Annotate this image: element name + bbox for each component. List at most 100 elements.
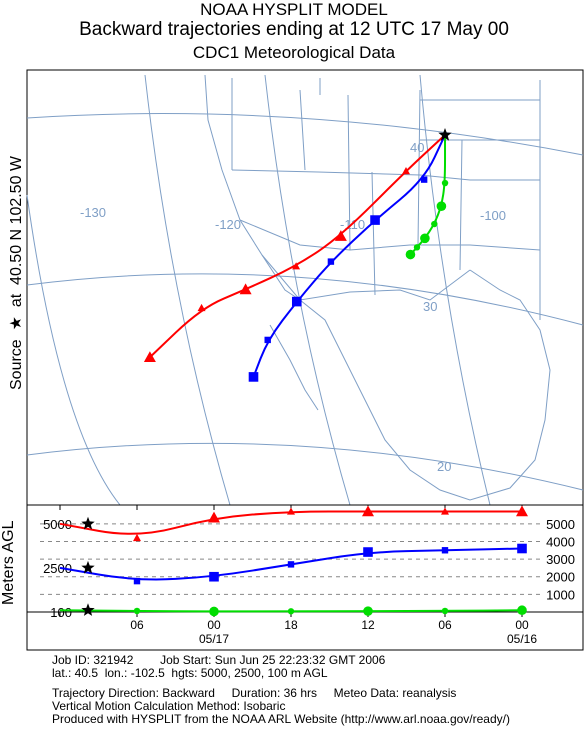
lon-label-120: -120 — [215, 217, 241, 232]
x-tick-label-4: 06 — [438, 618, 452, 632]
parallel-40 — [26, 113, 584, 156]
footer-meteo: Meteo Data: reanalysis — [333, 686, 457, 700]
state-borders-north — [231, 78, 540, 170]
x-tick-label-5: 00 — [515, 618, 529, 632]
profile-line-green — [59, 609, 523, 613]
profile-line-red — [59, 510, 522, 535]
star-icon: ★ — [8, 316, 25, 331]
state-border-h2 — [239, 219, 541, 251]
map-marker-green-2 — [436, 201, 447, 211]
right-tick-2: 3000 — [546, 552, 575, 567]
profile-start-star-green — [81, 603, 95, 616]
left-tick-0: 5000 — [43, 517, 72, 532]
map-marker-blue-2 — [370, 215, 380, 225]
profile-marker-blue-5 — [441, 547, 449, 554]
parallel-30 — [26, 273, 584, 326]
right-tick-0: 5000 — [546, 517, 575, 532]
map-marker-green-6 — [405, 249, 416, 260]
profile-start-star-blue — [81, 560, 95, 574]
footer-produced: Produced with HYSPLIT from the NOAA ARL … — [52, 712, 510, 726]
profile-marker-blue-4 — [363, 547, 373, 557]
profile-marker-green-2 — [209, 606, 219, 617]
right-tick-3: 2000 — [546, 570, 575, 585]
map-marker-blue-1 — [420, 176, 428, 183]
profile-marker-blue-6 — [517, 543, 527, 554]
us-mexico-border — [261, 254, 471, 301]
footer-direction-value: Trajectory Direction: Backward — [52, 686, 215, 700]
footer-job-start: Job Start: Sun Jun 25 22:23:32 GMT 2006 — [160, 653, 386, 667]
lon-label-130: -130 — [80, 205, 106, 220]
profile-start-star-red — [81, 516, 95, 530]
x-tick-label-2: 18 — [284, 618, 298, 632]
right-tick-4: 1000 — [546, 587, 575, 602]
map-marker-red-3 — [292, 262, 301, 270]
lon-label-100: -100 — [480, 208, 506, 223]
footer-job: Job ID: 321942 Job Start: Sun Jun 25 22:… — [52, 653, 385, 667]
profile-marker-green-1 — [133, 607, 141, 615]
coastline — [204, 74, 551, 501]
profile-marker-red-5 — [441, 507, 449, 515]
chart-subtitle: CDC1 Meteorological Data — [192, 43, 396, 62]
lat-label-40: 40 — [410, 140, 424, 155]
map-trajectories — [143, 128, 452, 382]
footer-vertical: Vertical Motion Calculation Method: Isob… — [52, 699, 286, 713]
footer-job-id: Job ID: 321942 — [52, 653, 134, 667]
profile-marker-green-4 — [363, 606, 373, 616]
x-tick-label-1: 00 — [207, 618, 221, 632]
map-marker-red-1 — [402, 167, 410, 175]
map-marker-green-4 — [420, 233, 430, 244]
map-layer: -130 -120 -110 -100 40 30 20 — [26, 74, 584, 506]
profile-marker-red-6 — [516, 505, 528, 517]
profile-marker-red-3 — [287, 507, 295, 515]
left-tick-1: 2500 — [43, 561, 72, 576]
footer-direction: Trajectory Direction: Backward Duration:… — [52, 686, 456, 700]
profile-marker-red-1 — [133, 533, 141, 542]
right-tick-1: 4000 — [546, 534, 575, 549]
chart-title-main: Backward trajectories ending at 12 UTC 1… — [79, 19, 509, 40]
profile-marker-blue-3 — [287, 561, 295, 568]
profile-marker-green-3 — [287, 608, 295, 615]
map-marker-blue-5 — [264, 336, 271, 344]
map-marker-red-6 — [143, 351, 156, 363]
profile-marker-red-2 — [208, 511, 220, 523]
map-marker-red-4 — [239, 283, 252, 295]
profile-line-blue — [59, 547, 523, 581]
x-tick-label-3: 12 — [361, 618, 375, 632]
map-marker-blue-3 — [327, 258, 335, 265]
map-track-red — [149, 134, 446, 358]
meridian-110 — [264, 74, 351, 506]
map-track-green — [409, 134, 447, 256]
profile-marker-green-5 — [441, 607, 449, 615]
chart-title-model: NOAA HYSPLIT MODEL — [200, 0, 388, 19]
profile-marker-blue-1 — [133, 577, 141, 585]
map-track-blue — [252, 134, 446, 378]
meridian-130 — [26, 194, 121, 506]
map-marker-green-1 — [441, 179, 449, 187]
profile-marker-blue-2 — [209, 571, 219, 582]
map-marker-blue-6 — [248, 372, 259, 382]
state-border-h1 — [231, 169, 540, 181]
parallel-20 — [26, 442, 584, 491]
x-tick-label-0: 06 — [130, 618, 144, 632]
profile-marker-red-4 — [362, 505, 374, 517]
footer-duration: Duration: 36 hrs — [231, 686, 317, 700]
map-source-star — [438, 128, 452, 141]
profile-frame — [26, 504, 584, 651]
profile-marker-green-6 — [517, 605, 527, 616]
x-date-label-1: 05/16 — [507, 632, 537, 646]
meridian-120 — [144, 74, 231, 506]
map-marker-green-5 — [413, 244, 421, 251]
lat-label-20: 20 — [437, 459, 451, 474]
baja-coast — [269, 324, 319, 411]
map-marker-red-2 — [334, 230, 347, 241]
left-tick-2: 100 — [50, 605, 72, 620]
map-marker-blue-4 — [291, 296, 302, 307]
source-label: Source ★ at 40.50 N 102.50 W — [8, 155, 25, 390]
y-axis-label: Meters AGL — [0, 520, 17, 605]
lat-label-30: 30 — [423, 299, 437, 314]
map-frame — [26, 69, 584, 506]
x-date-label-0: 05/17 — [199, 632, 229, 646]
map-marker-green-3 — [431, 220, 438, 228]
